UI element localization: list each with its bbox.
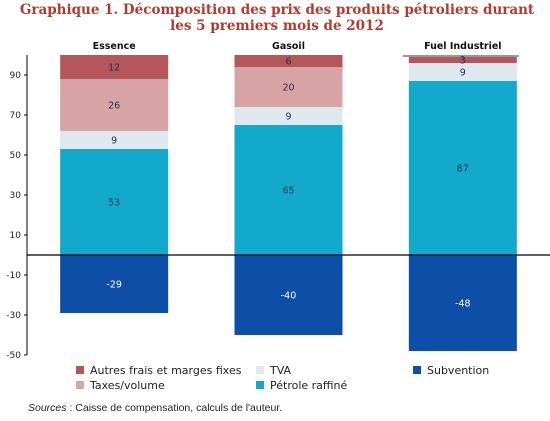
data-label: -40 bbox=[281, 291, 297, 302]
data-label: 12 bbox=[108, 63, 120, 74]
bar-segment bbox=[408, 57, 517, 63]
bar-segment bbox=[60, 79, 169, 131]
bar-segment bbox=[60, 255, 169, 313]
data-label: 9 bbox=[460, 68, 466, 79]
y-tick-label: -30 bbox=[6, 311, 21, 321]
y-tick-label: 70 bbox=[10, 111, 22, 121]
data-label: 6 bbox=[285, 57, 291, 68]
legend-label: Subvention bbox=[427, 364, 489, 377]
y-tick-label: 30 bbox=[10, 191, 22, 201]
bar-segment bbox=[408, 63, 517, 81]
y-tick-label: 50 bbox=[10, 151, 22, 161]
data-label: -48 bbox=[455, 299, 471, 310]
bar-segment bbox=[234, 125, 343, 255]
legend-swatch bbox=[76, 381, 84, 389]
bar-segment bbox=[60, 149, 169, 255]
y-tick-label: -10 bbox=[6, 271, 21, 281]
bar-segment bbox=[408, 81, 517, 255]
legend-swatch bbox=[76, 366, 84, 374]
legend-swatch bbox=[256, 366, 264, 374]
bar-segment bbox=[60, 55, 169, 79]
legend-swatch bbox=[256, 381, 264, 389]
legend-label: Taxes/volume bbox=[89, 379, 165, 392]
data-label: 20 bbox=[282, 83, 294, 94]
bar-segment bbox=[234, 107, 343, 125]
bar-segment bbox=[408, 255, 517, 351]
source-note: Sources : Caisse de compensation, calcul… bbox=[28, 402, 282, 414]
legend: Autres frais et marges fixes Taxes/volume… bbox=[76, 364, 489, 392]
data-label: 9 bbox=[111, 136, 117, 147]
chart-title-line1: Graphique 1. Décomposition des prix des … bbox=[20, 2, 535, 18]
category-label: Gasoil bbox=[272, 41, 305, 52]
data-label: 53 bbox=[108, 198, 120, 209]
legend-label: TVA bbox=[269, 364, 292, 377]
y-tick-label: 10 bbox=[10, 231, 22, 241]
legend-label: Pétrole raffiné bbox=[270, 379, 348, 392]
bar-segment bbox=[234, 55, 343, 67]
y-tick-label: -50 bbox=[6, 351, 21, 361]
y-tick-label: 90 bbox=[10, 71, 22, 81]
source-text: : Caisse de compensation, calculs de l'a… bbox=[66, 402, 283, 414]
data-label: 3 bbox=[460, 56, 466, 67]
bar-segment bbox=[234, 67, 343, 107]
bar-segment bbox=[234, 255, 343, 335]
source-label: Sources bbox=[28, 402, 67, 414]
data-label: 87 bbox=[457, 164, 469, 175]
legend-swatch bbox=[413, 366, 421, 374]
data-label: 26 bbox=[108, 101, 120, 112]
data-label: 9 bbox=[285, 112, 291, 123]
legend-label: Autres frais et marges fixes bbox=[90, 364, 242, 377]
bar-segment bbox=[60, 131, 169, 149]
data-label: 65 bbox=[282, 186, 294, 197]
data-label: -29 bbox=[106, 280, 122, 291]
chart-title-line2: les 5 premiers mois de 2012 bbox=[170, 18, 384, 34]
category-label: Essence bbox=[93, 41, 136, 52]
plot-area: 90 70 50 30 10 -10 -30 -50 53 9 26 12 -29 Essence 65 9 2… bbox=[6, 41, 550, 361]
category-label: Fuel Industriel bbox=[424, 41, 501, 52]
